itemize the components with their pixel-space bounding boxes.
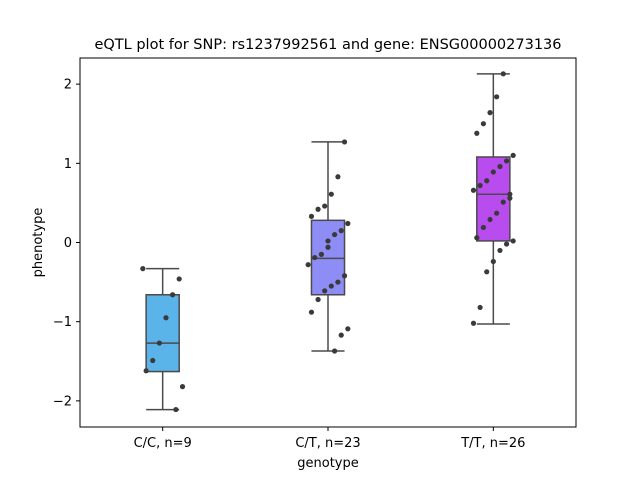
data-point — [332, 231, 338, 238]
data-point — [163, 315, 169, 321]
box-0 — [145, 267, 180, 411]
chart-title: eQTL plot for SNP: rs1237992561 and gene… — [94, 37, 561, 53]
data-point — [325, 244, 331, 250]
data-point — [335, 174, 341, 180]
data-point — [322, 203, 328, 209]
data-point — [487, 216, 493, 223]
data-point — [500, 71, 506, 77]
data-point — [332, 348, 338, 354]
data-point — [150, 357, 156, 364]
x-tick-label: C/C, n=9 — [134, 436, 192, 451]
data-point — [179, 384, 186, 390]
data-point — [341, 273, 348, 279]
data-point — [507, 195, 513, 201]
x-tick-label: T/T, n=26 — [460, 436, 525, 451]
data-point — [322, 288, 328, 294]
data-point — [312, 254, 318, 261]
data-point — [173, 406, 179, 413]
data-point — [338, 332, 344, 338]
data-point — [510, 152, 516, 158]
data-point — [490, 258, 496, 265]
points-layer — [140, 71, 516, 413]
y-tick-label: 0 — [64, 236, 72, 251]
data-point — [328, 283, 334, 289]
y-axis-label: phenotype — [31, 208, 46, 278]
data-point — [169, 292, 176, 298]
data-point — [474, 130, 480, 136]
data-point — [497, 163, 503, 170]
data-point — [156, 340, 162, 346]
y-axis: −2 −1 0 1 2 — [53, 78, 80, 409]
data-point — [176, 276, 182, 282]
data-point — [487, 110, 493, 116]
data-point — [503, 158, 510, 164]
data-point — [315, 296, 321, 303]
data-point — [510, 238, 516, 244]
data-point — [474, 235, 480, 241]
data-point — [480, 121, 487, 127]
data-point — [503, 241, 510, 247]
data-point — [494, 94, 500, 100]
y-tick-label: −1 — [53, 315, 72, 330]
box-2 — [476, 73, 511, 325]
x-tick-label: C/T, n=23 — [295, 436, 360, 451]
data-point — [308, 309, 315, 315]
x-axis: C/C, n=9 C/T, n=23 T/T, n=26 — [134, 427, 525, 451]
data-point — [345, 326, 351, 332]
data-point — [470, 187, 477, 193]
data-point — [477, 182, 483, 189]
data-point — [507, 191, 513, 197]
data-point — [497, 247, 503, 254]
data-point — [484, 269, 490, 275]
data-point — [318, 251, 324, 257]
data-point — [335, 279, 341, 285]
data-point — [140, 266, 146, 272]
data-point — [305, 262, 311, 268]
data-point — [143, 368, 149, 374]
y-tick-label: −2 — [53, 394, 72, 409]
data-point — [500, 199, 506, 205]
data-point — [490, 169, 496, 175]
data-point — [341, 139, 348, 145]
data-point — [325, 238, 331, 244]
x-axis-label: genotype — [297, 456, 358, 471]
data-point — [308, 213, 315, 219]
data-point — [315, 206, 321, 212]
y-tick-label: 2 — [64, 78, 72, 93]
data-point — [480, 224, 487, 231]
y-tick-label: 1 — [64, 157, 72, 172]
data-point — [338, 228, 344, 234]
data-point — [470, 320, 477, 326]
data-point — [484, 178, 490, 184]
data-point — [328, 191, 334, 197]
data-point — [494, 210, 500, 216]
data-point — [345, 220, 351, 227]
data-point — [477, 304, 483, 311]
